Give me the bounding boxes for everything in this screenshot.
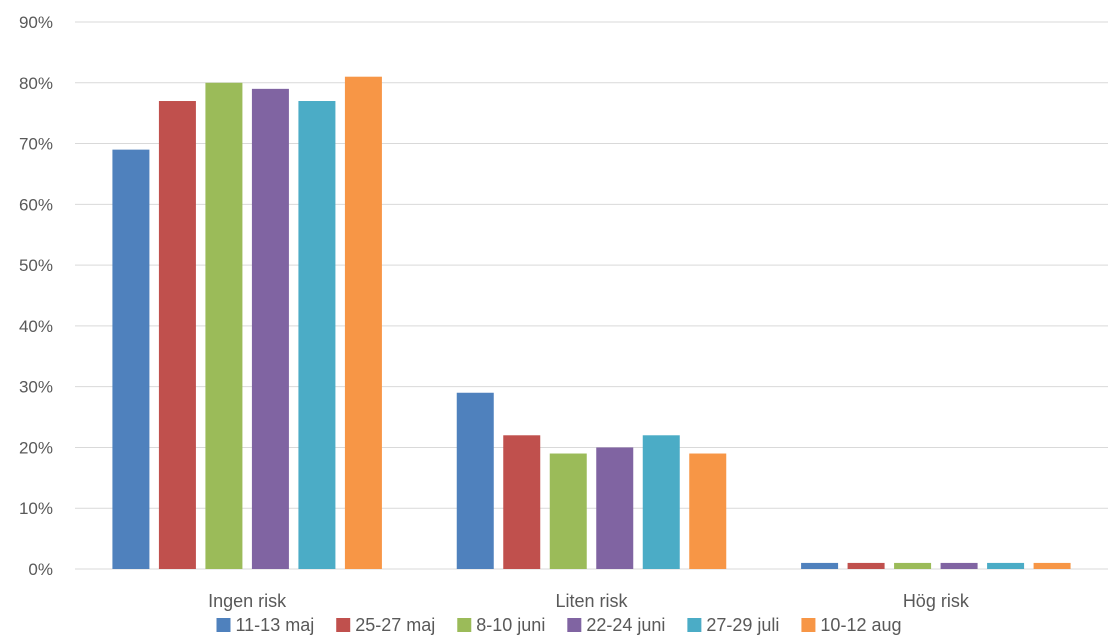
- bar: [596, 447, 634, 569]
- bar: [940, 562, 978, 569]
- y-tick-label: 90%: [19, 13, 53, 32]
- bars: [112, 76, 1071, 570]
- bar: [112, 149, 150, 569]
- legend-label: 22-24 juni: [586, 615, 665, 635]
- bar: [503, 435, 541, 569]
- x-category-label: Ingen risk: [208, 591, 287, 611]
- legend-item: 8-10 juni: [457, 615, 545, 635]
- bar: [549, 453, 587, 569]
- legend-swatch: [216, 618, 231, 632]
- bar: [456, 392, 494, 569]
- bar: [298, 101, 336, 569]
- legend-swatch: [567, 618, 582, 632]
- bar: [642, 435, 680, 569]
- legend-swatch: [687, 618, 702, 632]
- legend-item: 22-24 juni: [567, 615, 665, 635]
- legend: 11-13 maj 25-27 maj 8-10 juni 22-24 juni 27-…: [216, 615, 902, 635]
- legend-swatch: [457, 618, 472, 632]
- y-tick-label: 30%: [19, 378, 53, 397]
- x-category-label: Hög risk: [903, 591, 970, 611]
- legend-item: 25-27 maj: [336, 615, 435, 635]
- bar: [158, 101, 196, 569]
- legend-swatch: [336, 618, 351, 632]
- bar: [894, 562, 932, 569]
- y-tick-label: 80%: [19, 74, 53, 93]
- bar: [689, 453, 727, 569]
- y-tick-label: 0%: [28, 560, 53, 579]
- bar: [344, 76, 382, 569]
- y-tick-label: 40%: [19, 317, 53, 336]
- y-tick-label: 20%: [19, 438, 53, 457]
- bar: [205, 82, 243, 570]
- bar: [847, 562, 885, 569]
- legend-swatch: [801, 618, 816, 632]
- y-tick-label: 70%: [19, 135, 53, 154]
- legend-item: 27-29 juli: [687, 615, 779, 635]
- legend-label: 27-29 juli: [706, 615, 779, 635]
- x-axis-categories: Ingen risk Liten risk Hög risk: [208, 591, 970, 611]
- legend-label: 8-10 juni: [476, 615, 545, 635]
- bar: [801, 562, 839, 569]
- x-category-label: Liten risk: [555, 591, 628, 611]
- bar: [251, 88, 289, 569]
- legend-label: 11-13 maj: [236, 615, 315, 635]
- y-tick-label: 50%: [19, 256, 53, 275]
- legend-label: 25-27 maj: [355, 615, 435, 635]
- bar: [1033, 562, 1071, 569]
- legend-item: 11-13 maj: [216, 615, 315, 635]
- bar: [987, 562, 1025, 569]
- gridlines: [75, 21, 1108, 570]
- legend-label: 10-12 aug: [820, 615, 901, 635]
- legend-item: 10-12 aug: [801, 615, 902, 635]
- y-tick-label: 60%: [19, 195, 53, 214]
- y-axis-ticks: 0% 10% 20% 30% 40% 50% 60% 70% 80% 90%: [19, 13, 53, 579]
- y-tick-label: 10%: [19, 499, 53, 518]
